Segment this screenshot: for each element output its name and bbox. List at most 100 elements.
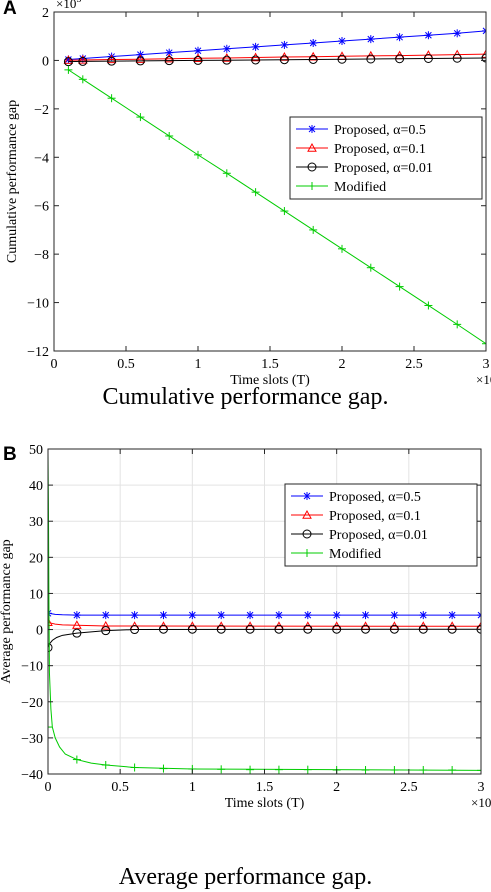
y-axis-label: Average performance gap — [0, 539, 14, 683]
marker-shape — [164, 53, 175, 63]
data-point — [48, 609, 52, 618]
panel-caption: Cumulative performance gap. — [102, 384, 389, 410]
data-point — [279, 52, 290, 61]
marker-stroke — [165, 49, 173, 57]
marker-stroke — [367, 35, 375, 43]
data-point — [78, 75, 87, 84]
legend-label: Proposed, α=0.1 — [334, 142, 426, 157]
legend-box — [284, 483, 478, 567]
data-point — [366, 263, 375, 272]
panel-a: A 0 0.5 1 1.5 2 2.5 3 −12 −10 −8 −6 −4 −2 0 2 Time slot… — [3, 0, 491, 410]
data-point — [64, 65, 73, 74]
cumulative-gap-chart: 0 0.5 1 1.5 2 2.5 3 −12 −10 −8 −6 −4 −2 0 2 Time slots … — [5, 0, 491, 388]
data-point — [452, 53, 462, 63]
marker-shape — [193, 53, 203, 62]
marker-shape — [395, 54, 405, 64]
data-point — [246, 611, 255, 620]
panel-b: B 0 0.5 1 1.5 2 2.5 3 −40 −30 −20 −10 0 10 20 30 40 50 Ti… — [0, 443, 491, 892]
data-point — [106, 54, 117, 64]
marker-stroke — [391, 611, 398, 619]
data-point — [332, 611, 341, 620]
y-axis-multiplier: ×105 — [56, 0, 81, 11]
legend-item: Proposed, α=0.1 — [296, 142, 426, 157]
marker-stroke — [252, 43, 259, 51]
data-point — [251, 42, 260, 51]
marker-shape — [130, 625, 140, 635]
marker-shape — [303, 624, 313, 634]
y-tick-label: 2 — [42, 6, 49, 21]
x-axis-label: Time slots (T) — [230, 373, 310, 388]
data-point — [390, 766, 399, 774]
data-point — [222, 169, 231, 178]
marker-stroke — [448, 611, 456, 619]
marker-shape — [100, 620, 111, 630]
data-point — [274, 611, 283, 620]
data-point — [307, 142, 317, 152]
marker-stroke — [281, 41, 288, 49]
marker-stroke — [160, 611, 167, 619]
x-axis-multiplier: ×104 — [471, 793, 491, 810]
y-tick-label: −8 — [34, 248, 49, 263]
data-point — [447, 624, 457, 634]
y-tick-label: −4 — [34, 151, 49, 166]
data-point — [309, 225, 318, 234]
data-point — [303, 549, 311, 557]
marker-shape — [274, 624, 284, 634]
data-point — [164, 56, 174, 66]
data-point — [250, 52, 261, 62]
legend-label: Proposed, α=0.1 — [329, 509, 421, 524]
data-point — [101, 626, 111, 636]
marker-stroke — [65, 56, 72, 63]
marker-stroke — [223, 45, 231, 53]
data-point — [101, 760, 110, 769]
panel-letter: B — [3, 444, 17, 465]
marker-stroke — [309, 39, 317, 47]
marker-stroke — [246, 611, 254, 619]
data-point — [337, 54, 347, 64]
marker-stroke — [333, 611, 341, 619]
data-point — [308, 182, 316, 190]
x-tick-label: 1 — [189, 780, 196, 795]
data-point — [222, 44, 231, 53]
marker-stroke — [275, 611, 283, 619]
marker-shape — [423, 53, 433, 63]
data-point — [135, 56, 145, 66]
data-point — [48, 723, 52, 732]
data-point — [194, 150, 202, 159]
data-point — [193, 55, 203, 65]
data-point — [279, 55, 289, 65]
marker-shape — [418, 624, 428, 634]
series-line — [68, 53, 486, 61]
data-point — [390, 611, 399, 620]
data-point — [419, 766, 428, 774]
marker-shape — [48, 643, 53, 653]
y-tick-label: 0 — [42, 54, 49, 69]
data-point — [424, 31, 433, 40]
x-tick-label: 2 — [339, 357, 346, 372]
legend-label: Proposed, α=0.5 — [334, 123, 426, 138]
marker-stroke — [303, 492, 311, 500]
legend-label: Modified — [329, 547, 381, 562]
data-point — [221, 52, 232, 62]
data-point — [308, 125, 316, 133]
data-point — [303, 624, 313, 634]
marker-stroke — [338, 37, 346, 45]
data-point — [366, 35, 375, 44]
data-point — [338, 244, 346, 253]
y-tick-label: 50 — [29, 443, 43, 458]
data-point — [136, 113, 145, 122]
x-tick-label: 0.5 — [117, 357, 135, 372]
data-point — [395, 33, 404, 42]
marker-shape — [302, 509, 312, 519]
marker-shape — [308, 54, 318, 64]
data-point — [366, 54, 376, 64]
marker-stroke — [482, 27, 486, 32]
marker-shape — [78, 56, 88, 66]
legend-item: Proposed, α=0.5 — [296, 123, 426, 138]
marker-stroke — [477, 611, 481, 616]
data-point — [303, 492, 311, 500]
x-tick-label: 1.5 — [261, 357, 279, 372]
marker-shape — [107, 56, 117, 66]
y-tick-label: −6 — [34, 200, 49, 215]
x-tick-label: 3 — [478, 780, 485, 795]
